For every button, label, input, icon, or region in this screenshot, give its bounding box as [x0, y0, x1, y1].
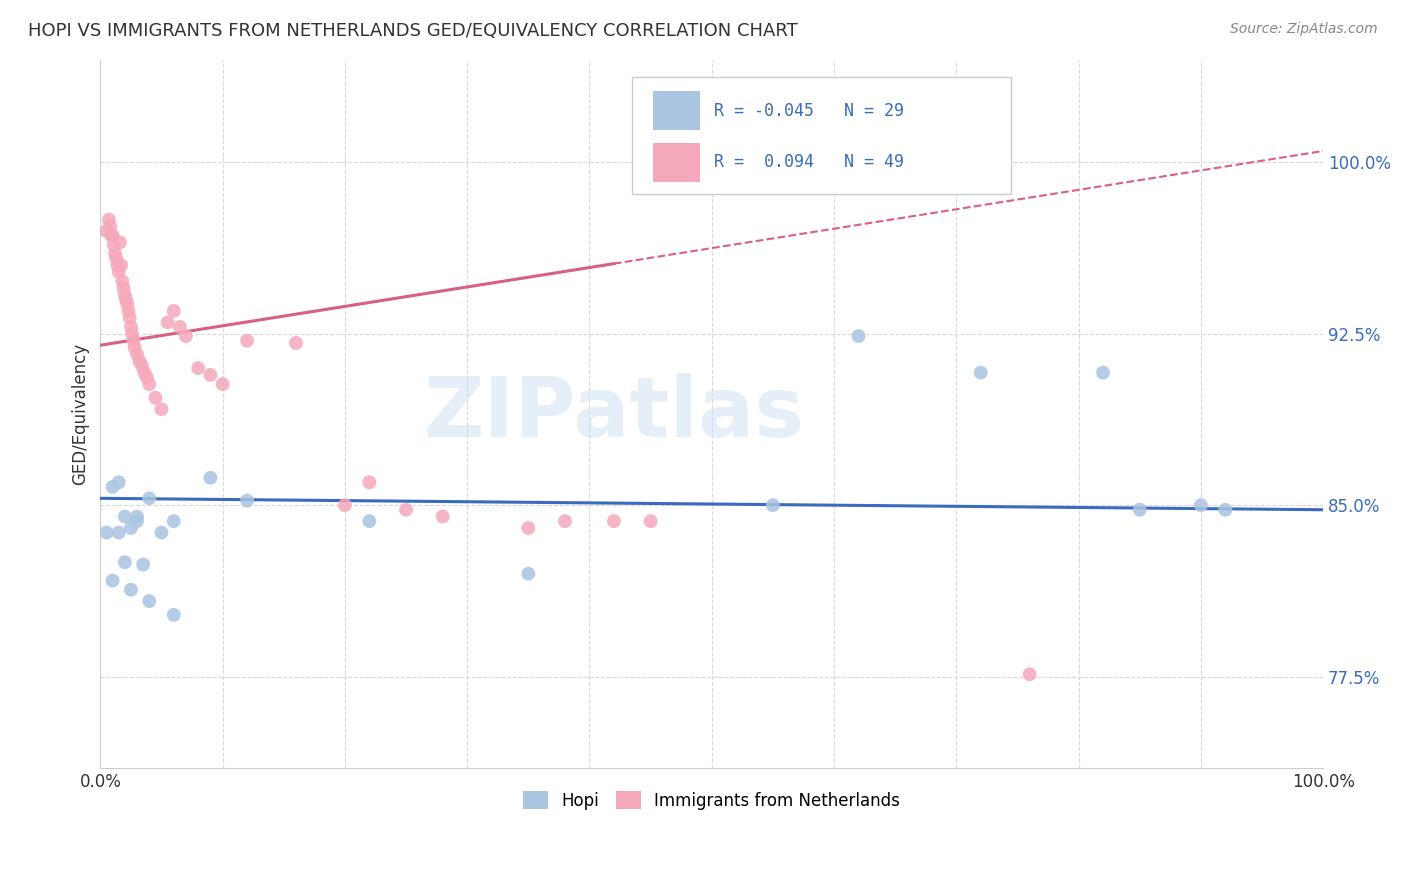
Point — [125, 347, 148, 361]
Point — [132, 558, 155, 572]
Point — [112, 281, 135, 295]
Point — [98, 219, 121, 234]
Point — [640, 514, 662, 528]
Point — [150, 525, 173, 540]
Point — [134, 366, 156, 380]
FancyBboxPatch shape — [633, 78, 1011, 194]
Point — [104, 247, 127, 261]
Point — [138, 491, 160, 506]
Point — [114, 555, 136, 569]
Point — [1275, 772, 1298, 787]
Point — [200, 471, 222, 485]
Point — [163, 514, 186, 528]
Point — [1092, 366, 1115, 380]
Point — [120, 320, 142, 334]
Point — [333, 498, 356, 512]
Point — [124, 341, 146, 355]
Point — [135, 370, 157, 384]
Point — [211, 377, 233, 392]
Point — [107, 475, 129, 490]
Point — [517, 521, 540, 535]
Point — [103, 237, 125, 252]
Point — [1189, 498, 1212, 512]
Point — [114, 288, 136, 302]
Point — [107, 525, 129, 540]
Point — [236, 334, 259, 348]
Point — [432, 509, 454, 524]
Point — [554, 514, 576, 528]
Point — [145, 391, 167, 405]
Point — [174, 329, 197, 343]
Point — [169, 320, 191, 334]
Text: R = -0.045   N = 29: R = -0.045 N = 29 — [714, 102, 904, 120]
Point — [125, 514, 148, 528]
Point — [395, 502, 418, 516]
Point — [120, 582, 142, 597]
FancyBboxPatch shape — [652, 143, 700, 182]
Point — [156, 315, 179, 329]
Point — [359, 475, 381, 490]
Point — [1129, 502, 1152, 516]
Point — [96, 525, 118, 540]
Point — [138, 594, 160, 608]
Point — [97, 212, 120, 227]
Point — [163, 304, 186, 318]
Point — [125, 509, 148, 524]
Text: R =  0.094   N = 49: R = 0.094 N = 49 — [714, 153, 904, 171]
Text: ZIPatlas: ZIPatlas — [423, 373, 804, 454]
Point — [517, 566, 540, 581]
Point — [115, 293, 138, 307]
Point — [163, 607, 186, 622]
Point — [131, 359, 153, 373]
Legend: Hopi, Immigrants from Netherlands: Hopi, Immigrants from Netherlands — [516, 785, 907, 816]
Point — [96, 224, 118, 238]
Point — [200, 368, 222, 382]
Point — [107, 258, 129, 272]
Point — [848, 329, 870, 343]
Point — [108, 235, 131, 250]
FancyBboxPatch shape — [652, 91, 700, 130]
Point — [187, 361, 209, 376]
Point — [236, 493, 259, 508]
Point — [107, 265, 129, 279]
Point — [1213, 502, 1236, 516]
Text: HOPI VS IMMIGRANTS FROM NETHERLANDS GED/EQUIVALENCY CORRELATION CHART: HOPI VS IMMIGRANTS FROM NETHERLANDS GED/… — [28, 22, 797, 40]
Point — [970, 366, 993, 380]
Point — [138, 377, 160, 392]
Point — [1018, 667, 1040, 681]
Text: Source: ZipAtlas.com: Source: ZipAtlas.com — [1230, 22, 1378, 37]
Point — [117, 297, 139, 311]
Point — [285, 335, 308, 350]
Y-axis label: GED/Equivalency: GED/Equivalency — [72, 343, 89, 485]
Point — [762, 498, 785, 512]
Point — [359, 514, 381, 528]
Point — [101, 228, 124, 243]
Point — [603, 514, 626, 528]
Point — [118, 310, 141, 325]
Point — [122, 334, 145, 348]
Point — [117, 304, 139, 318]
Point — [110, 258, 132, 272]
Point — [111, 274, 134, 288]
Point — [100, 228, 122, 243]
Point — [150, 402, 173, 417]
Point — [101, 574, 124, 588]
Point — [114, 509, 136, 524]
Point — [101, 480, 124, 494]
Point — [105, 252, 128, 266]
Point — [121, 326, 143, 341]
Point — [120, 521, 142, 535]
Point — [128, 354, 150, 368]
